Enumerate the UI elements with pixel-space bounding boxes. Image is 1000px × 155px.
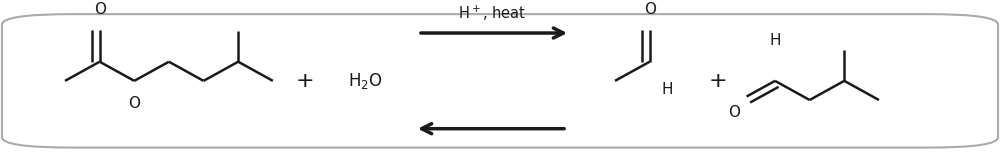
Text: +: + (709, 71, 727, 91)
FancyBboxPatch shape (2, 14, 998, 148)
Text: O: O (729, 105, 741, 120)
Text: +: + (296, 71, 314, 91)
Text: H: H (662, 82, 673, 97)
Text: H: H (769, 33, 781, 48)
Text: O: O (94, 2, 106, 17)
Text: H$_2$O: H$_2$O (348, 71, 382, 91)
Text: O: O (644, 2, 656, 17)
Text: O: O (128, 96, 140, 111)
Text: H$^+$, heat: H$^+$, heat (458, 3, 527, 23)
